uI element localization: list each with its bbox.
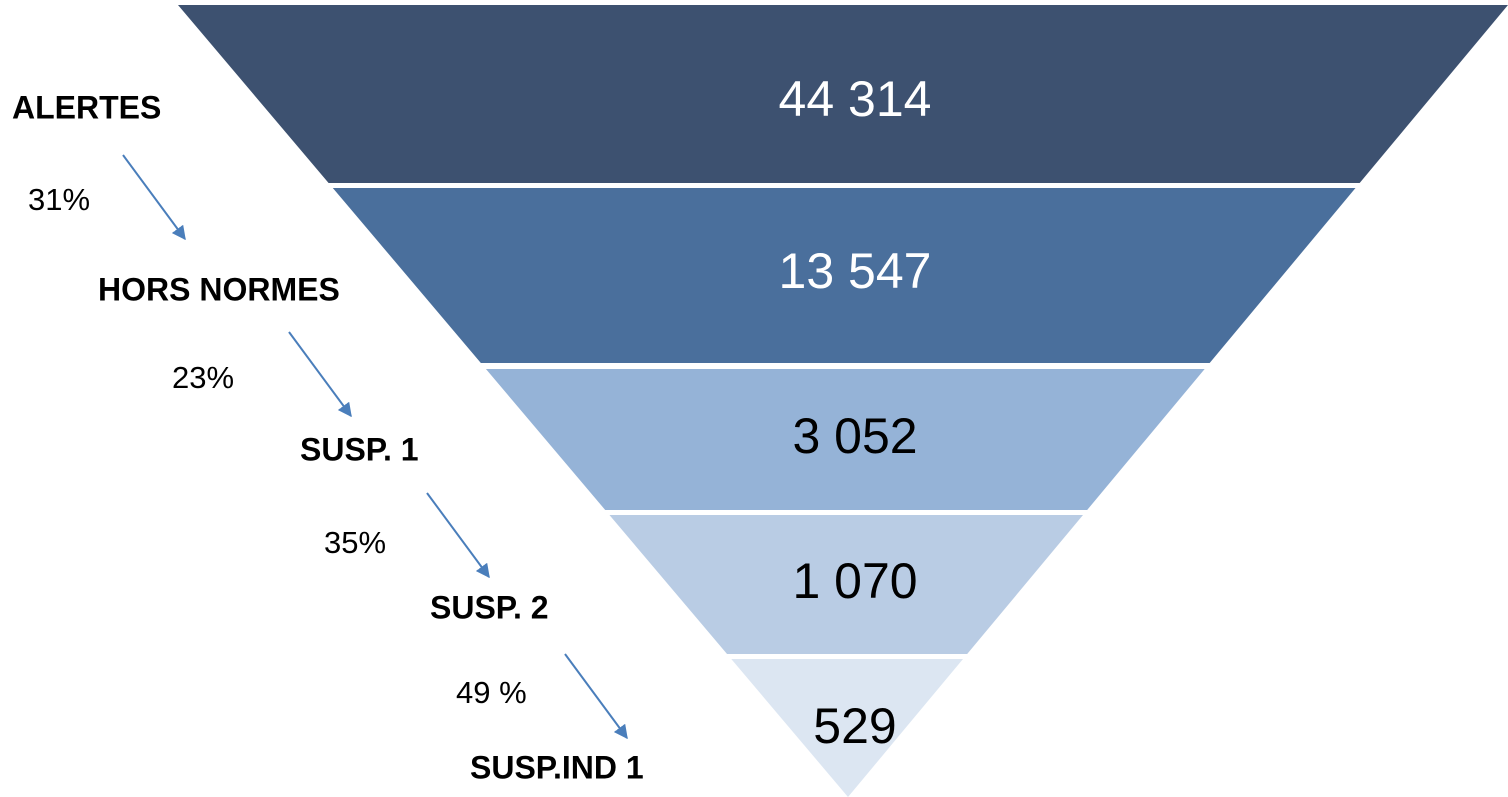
conversion-arrow bbox=[122, 154, 186, 241]
funnel-segment bbox=[178, 5, 1508, 183]
conversion-arrow bbox=[564, 653, 628, 740]
conversion-arrow bbox=[288, 331, 352, 418]
value-label: 529 bbox=[813, 698, 896, 754]
funnel-segment bbox=[609, 515, 1083, 654]
value-label: 3 052 bbox=[792, 408, 917, 464]
conversion-label: 31% bbox=[28, 182, 90, 217]
value-label: 13 547 bbox=[779, 243, 932, 299]
conversion-label: 49 % bbox=[456, 675, 527, 710]
stage-label: ALERTES bbox=[12, 89, 161, 125]
value-label: 44 314 bbox=[779, 71, 932, 127]
conversion-label: 23% bbox=[172, 360, 234, 395]
conversion-arrow bbox=[426, 492, 490, 579]
conversion-label: 35% bbox=[324, 525, 386, 560]
stage-label: SUSP. 2 bbox=[430, 589, 549, 625]
stage-label: SUSP. 1 bbox=[300, 431, 419, 467]
stage-label: SUSP.IND 1 bbox=[470, 749, 644, 785]
value-label: 1 070 bbox=[792, 553, 917, 609]
funnel-segment bbox=[332, 188, 1356, 363]
stage-label: HORS NORMES bbox=[98, 271, 340, 307]
funnel-segment bbox=[731, 659, 963, 797]
funnel-segment bbox=[485, 369, 1205, 510]
